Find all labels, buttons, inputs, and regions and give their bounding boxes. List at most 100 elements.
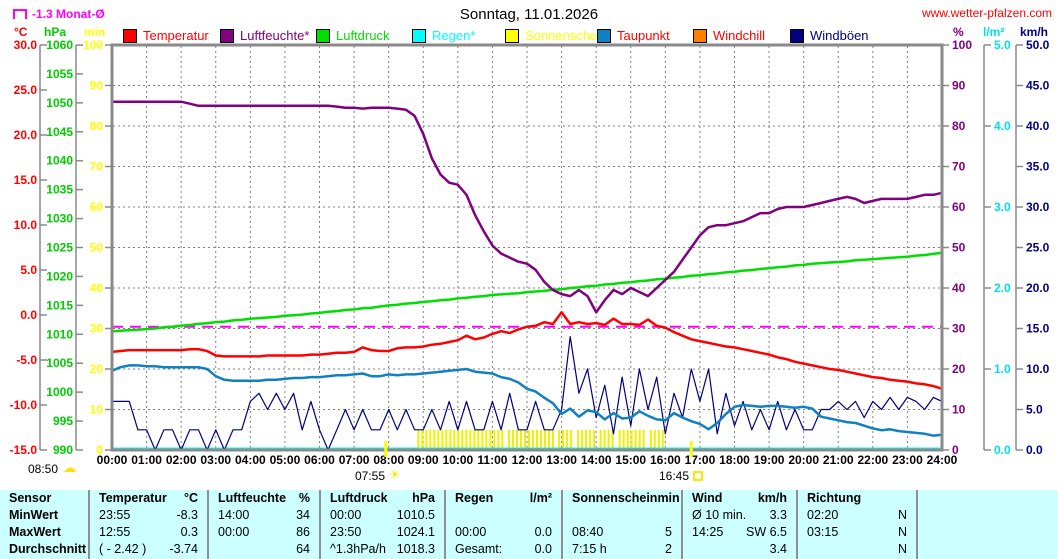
legend-label: Luftdruck (336, 28, 390, 43)
svg-text:2.0: 2.0 (994, 281, 1011, 295)
svg-text:20.0: 20.0 (1026, 281, 1050, 295)
table-cell: 12:55 (99, 525, 131, 539)
legend-color-swatch (790, 28, 804, 43)
axis-unit-lm2: l/m² (983, 25, 1005, 39)
sunset-label: 16:45 (659, 469, 704, 483)
svg-text:1020: 1020 (46, 269, 73, 283)
svg-text:60: 60 (90, 200, 104, 214)
series-windben (111, 336, 943, 451)
svg-text:0: 0 (96, 443, 103, 457)
svg-text:50.0: 50.0 (1026, 38, 1050, 52)
legend-label: Windchill (713, 28, 766, 43)
table-cell: min (657, 491, 680, 505)
sunrise-label: 07:55 ☀ (355, 469, 401, 483)
svg-text:1010: 1010 (46, 327, 73, 341)
svg-text:30: 30 (90, 322, 104, 336)
table-col-luftfeuchte: Luftfeuchte% 14:00 34 00:00 86 64 (207, 490, 319, 559)
table-cell: 34 (296, 508, 310, 522)
table-cell (79, 524, 88, 541)
svg-text:20: 20 (952, 362, 966, 376)
table-cell (672, 507, 681, 524)
svg-text:19:00: 19:00 (754, 453, 785, 467)
svg-text:1025: 1025 (46, 241, 73, 255)
table-cell: Luftdruck (330, 491, 388, 505)
table-cell: 0.0 (534, 525, 552, 539)
axis-kmh: 50.0 45.0 40.0 35.0 30.0 25.0 20.0 15.0 10.0 5.0 0… (1015, 38, 1050, 457)
svg-text:80: 80 (952, 119, 966, 133)
moonrise-label: 08:50 ☁ (28, 462, 76, 476)
monthly-average-label: -1.3 Monat-Ø (13, 7, 105, 21)
svg-text:20.0: 20.0 (14, 128, 38, 142)
table-cell: 1018.3 (396, 542, 435, 556)
table-cell: 03:15 (807, 525, 839, 539)
moon-cloud-icon: ☁ (63, 461, 77, 476)
svg-text:1055: 1055 (46, 67, 73, 81)
legend-item-regen: Regen* (412, 28, 475, 43)
svg-text:60: 60 (952, 200, 966, 214)
table-cell: 00:00 (218, 525, 250, 539)
svg-text:5.0: 5.0 (994, 38, 1011, 52)
table-cell: 08:40 (572, 525, 604, 539)
svg-text:00:00: 00:00 (97, 453, 128, 467)
legend-color-swatch (123, 28, 137, 43)
table-cell: SW 6.5 (746, 525, 787, 539)
table-col-richtung: Richtung 02:20 N 03:15 N N (796, 490, 916, 559)
table-cell: 5 (665, 525, 672, 539)
sunrise-time: 07:55 (355, 469, 386, 483)
table-cell (79, 507, 88, 524)
svg-text:80: 80 (90, 119, 104, 133)
moonrise-time: 08:50 (28, 462, 59, 476)
axis-unit-percent: % (953, 25, 964, 39)
legend-item-windchill: Windchill (693, 28, 765, 43)
table-cell: l/m² (529, 491, 552, 505)
svg-text:15:00: 15:00 (615, 453, 646, 467)
table-cell: % (298, 491, 310, 505)
page-title: Sonntag, 11.01.2026 (459, 6, 599, 23)
axis-lm2: 5.0 4.0 3.0 2.0 1.0 0.0 (983, 38, 1011, 457)
legend-item-temperatur: Temperatur (123, 28, 209, 43)
sunset-time: 16:45 (659, 469, 690, 483)
table-cell: 3.4 (769, 542, 787, 556)
table-cell: 23:55 (99, 508, 131, 522)
table-cell: Richtung (807, 491, 862, 505)
svg-text:3.0: 3.0 (994, 200, 1011, 214)
svg-text:50: 50 (90, 241, 104, 255)
svg-text:100: 100 (83, 38, 103, 52)
svg-text:25.0: 25.0 (1026, 241, 1050, 255)
axis-celsius: 30.0 25.0 20.0 15.0 10.0 5.0 0.0 -5.0 -10.0 -15.0 (10, 38, 47, 457)
legend-color-swatch (597, 28, 611, 43)
table-cell (79, 490, 88, 507)
svg-text:11:00: 11:00 (477, 453, 507, 467)
legend-label: Windböen (810, 28, 869, 43)
table-cell: Regen (455, 491, 494, 505)
table-cell: MinWert (9, 508, 59, 522)
svg-text:12:00: 12:00 (512, 453, 543, 467)
table-cell: Durchschnitt (9, 542, 87, 556)
svg-text:10.0: 10.0 (14, 218, 38, 232)
series-taupunkt (110, 364, 944, 437)
svg-text:1000: 1000 (46, 385, 73, 399)
svg-text:30.0: 30.0 (14, 38, 38, 52)
svg-text:40: 40 (952, 281, 966, 295)
legend-label: Temperatur (143, 28, 209, 43)
svg-text:50: 50 (952, 241, 966, 255)
site-link[interactable]: www.wetter-pfalzen.com (921, 6, 1052, 20)
svg-text:10: 10 (90, 403, 104, 417)
svg-text:70: 70 (90, 160, 104, 174)
x-axis-labels: 00:00 01:00 02:00 03:00 04:00 05:00 06:00 07:00… (97, 453, 958, 467)
table-cell: 1010.5 (396, 508, 435, 522)
svg-text:1015: 1015 (46, 298, 73, 312)
svg-text:20: 20 (90, 362, 104, 376)
svg-text:15.0: 15.0 (1026, 322, 1050, 336)
table-cell: 0.3 (180, 525, 198, 539)
series-luftfeuchte (110, 100, 944, 314)
axis-hpa: 1060 1055 1050 1045 1040 1035 1030 1025 1020 1015… (46, 38, 83, 457)
table-cell: 64 (296, 542, 310, 556)
table-col-temperatur: Temperatur °C 23:55 -8.3 12:55 0.3 ( - 2.42 ) -… (88, 490, 207, 559)
legend: Temperatur Luftfeuchte* Luftdruck Regen* Son… (0, 28, 1058, 44)
table-cell: 2 (665, 542, 672, 556)
series-sonnenschein (417, 429, 664, 449)
table-cell: Sonnenschein (572, 491, 658, 505)
svg-text:1050: 1050 (46, 96, 73, 110)
svg-text:05:00: 05:00 (270, 453, 301, 467)
